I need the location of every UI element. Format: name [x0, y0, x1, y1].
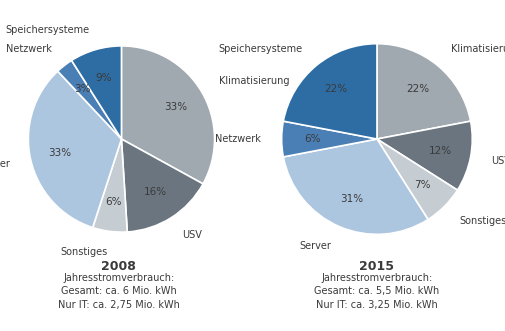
Text: Jahresstromverbrauch:: Jahresstromverbrauch: — [321, 273, 432, 283]
Text: 33%: 33% — [48, 148, 71, 158]
Text: 7%: 7% — [414, 180, 430, 190]
Text: Server: Server — [0, 159, 11, 169]
Wedge shape — [58, 61, 121, 139]
Text: 12%: 12% — [428, 146, 451, 156]
Text: Sonstiges: Sonstiges — [459, 216, 505, 226]
Text: Netzwerk: Netzwerk — [214, 134, 260, 144]
Wedge shape — [28, 71, 121, 228]
Text: 3%: 3% — [74, 84, 91, 94]
Text: Speichersysteme: Speichersysteme — [6, 25, 89, 35]
Wedge shape — [121, 139, 203, 232]
Wedge shape — [281, 121, 376, 157]
Text: Gesamt: ca. 5,5 Mio. kWh: Gesamt: ca. 5,5 Mio. kWh — [314, 286, 439, 296]
Wedge shape — [376, 121, 471, 190]
Text: Speichersysteme: Speichersysteme — [218, 44, 302, 54]
Text: 31%: 31% — [339, 194, 362, 204]
Wedge shape — [121, 46, 214, 184]
Text: Nur IT: ca. 3,25 Mio. kWh: Nur IT: ca. 3,25 Mio. kWh — [316, 300, 437, 309]
Text: Gesamt: ca. 6 Mio. kWh: Gesamt: ca. 6 Mio. kWh — [61, 286, 176, 296]
Text: 22%: 22% — [323, 84, 346, 94]
Wedge shape — [71, 46, 121, 139]
Text: Sonstiges: Sonstiges — [60, 247, 107, 257]
Text: USV: USV — [182, 230, 202, 240]
Text: USV: USV — [490, 156, 505, 166]
Wedge shape — [283, 44, 376, 139]
Text: Klimatisierung: Klimatisierung — [450, 44, 505, 54]
Text: Nur IT: ca. 2,75 Mio. kWh: Nur IT: ca. 2,75 Mio. kWh — [58, 300, 179, 309]
Text: 2008: 2008 — [102, 260, 136, 273]
Text: Netzwerk: Netzwerk — [6, 44, 52, 54]
Text: 22%: 22% — [406, 84, 429, 94]
Text: 16%: 16% — [143, 187, 167, 198]
Text: 6%: 6% — [105, 197, 122, 207]
Text: 6%: 6% — [304, 134, 320, 144]
Wedge shape — [283, 139, 427, 234]
Text: Jahresstromverbrauch:: Jahresstromverbrauch: — [63, 273, 174, 283]
Wedge shape — [92, 139, 127, 232]
Text: 2015: 2015 — [359, 260, 394, 273]
Text: 33%: 33% — [164, 102, 187, 112]
Text: 9%: 9% — [95, 73, 112, 83]
Wedge shape — [376, 44, 470, 139]
Text: Klimatisierung: Klimatisierung — [219, 76, 289, 86]
Wedge shape — [376, 139, 457, 219]
Text: Server: Server — [298, 241, 330, 251]
